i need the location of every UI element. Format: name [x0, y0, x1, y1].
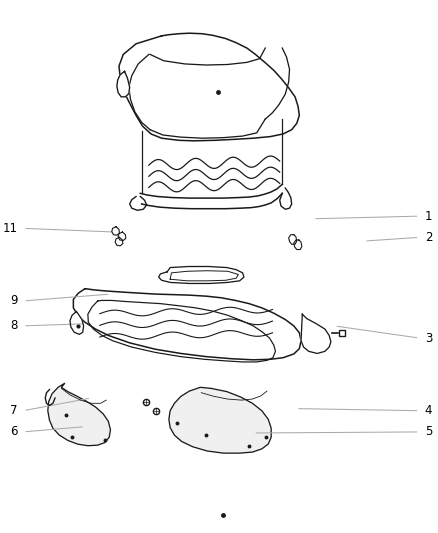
- Text: 6: 6: [11, 425, 18, 439]
- Text: 9: 9: [11, 294, 18, 308]
- Polygon shape: [301, 314, 331, 353]
- Polygon shape: [115, 237, 123, 246]
- Polygon shape: [289, 235, 297, 244]
- Text: 5: 5: [425, 425, 432, 439]
- Text: 4: 4: [425, 404, 432, 417]
- Text: 8: 8: [11, 319, 18, 333]
- Polygon shape: [159, 266, 244, 284]
- Polygon shape: [70, 312, 84, 334]
- Text: 7: 7: [11, 404, 18, 417]
- Text: 2: 2: [425, 231, 432, 244]
- Polygon shape: [294, 240, 302, 249]
- Polygon shape: [117, 71, 130, 97]
- Text: 3: 3: [425, 332, 432, 344]
- Polygon shape: [112, 227, 120, 235]
- Polygon shape: [118, 232, 126, 240]
- Text: 1: 1: [425, 209, 432, 223]
- Polygon shape: [169, 387, 271, 453]
- Polygon shape: [48, 383, 110, 446]
- Text: 11: 11: [3, 222, 18, 235]
